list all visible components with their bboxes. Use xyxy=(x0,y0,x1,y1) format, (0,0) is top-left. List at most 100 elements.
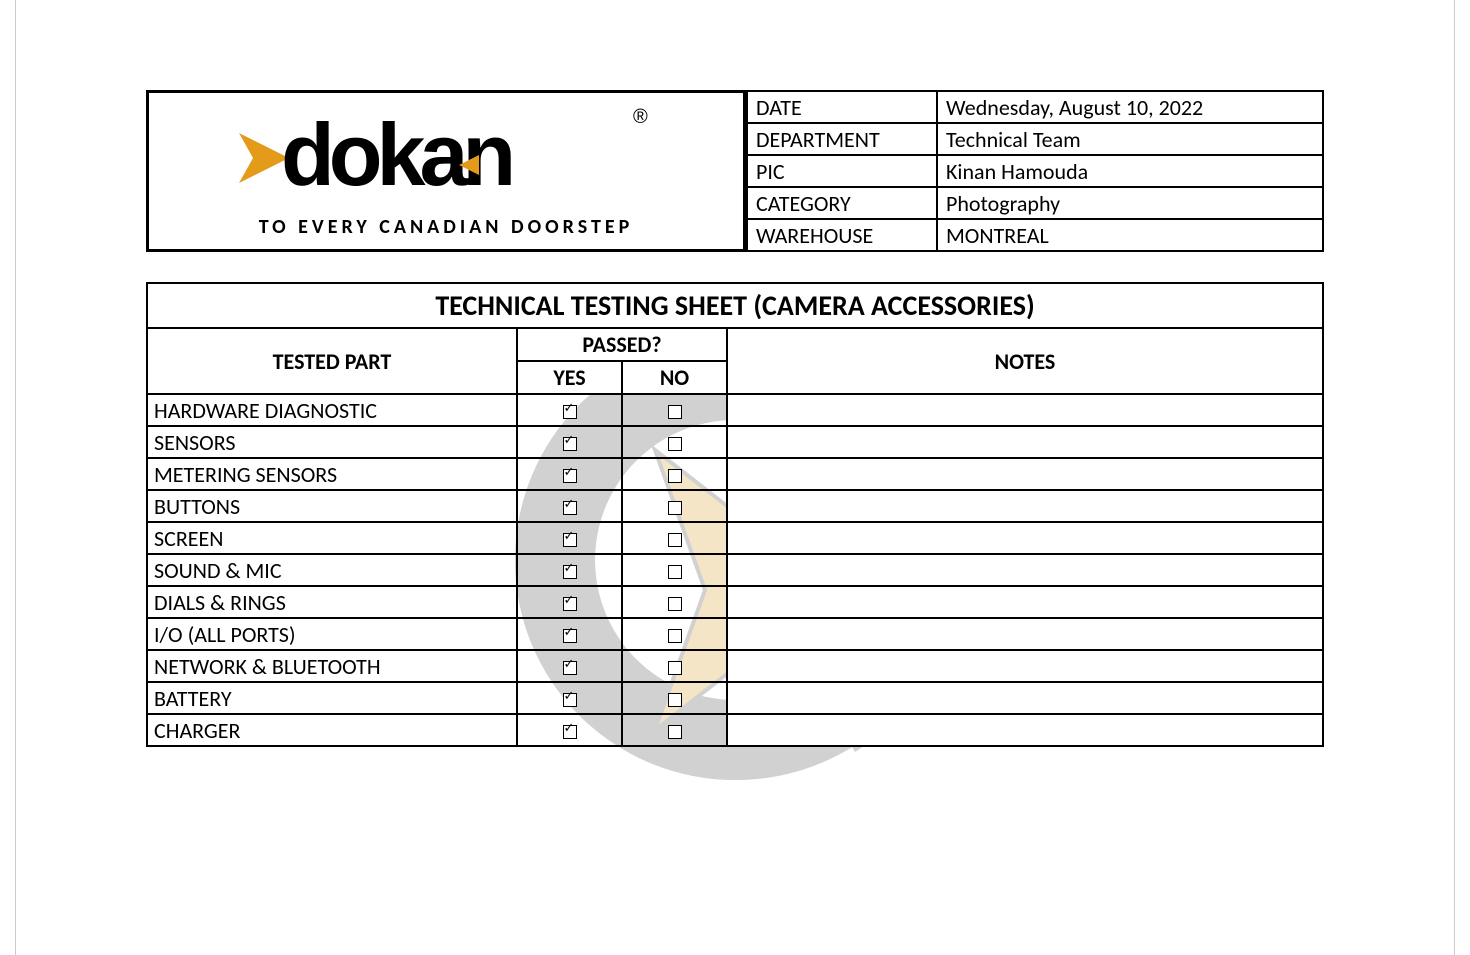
notes-cell xyxy=(727,618,1323,650)
yes-cell xyxy=(517,586,622,618)
logo-cell: dokan ® TO EVERY CANADIAN DOORSTEP xyxy=(146,90,746,252)
checkbox-yes[interactable] xyxy=(563,597,577,611)
info-row: WAREHOUSEMONTREAL xyxy=(747,219,1323,251)
info-value: Wednesday, August 10, 2022 xyxy=(937,91,1323,123)
checkbox-yes[interactable] xyxy=(563,693,577,707)
no-cell xyxy=(622,394,727,426)
table-row: SENSORS xyxy=(147,426,1323,458)
tested-part-cell: METERING SENSORS xyxy=(147,458,517,490)
tested-part-cell: BATTERY xyxy=(147,682,517,714)
tested-part-cell: SENSORS xyxy=(147,426,517,458)
checkbox-yes[interactable] xyxy=(563,725,577,739)
yes-cell xyxy=(517,458,622,490)
checkbox-no[interactable] xyxy=(668,469,682,483)
col-passed: PASSED? xyxy=(517,328,727,361)
document-header: dokan ® TO EVERY CANADIAN DOORSTEP DATEW… xyxy=(146,90,1324,252)
info-value: Technical Team xyxy=(937,123,1323,155)
info-label: WAREHOUSE xyxy=(747,219,937,251)
info-label: CATEGORY xyxy=(747,187,937,219)
info-value: Photography xyxy=(937,187,1323,219)
yes-cell xyxy=(517,394,622,426)
no-cell xyxy=(622,714,727,746)
info-label: PIC xyxy=(747,155,937,187)
checkbox-no[interactable] xyxy=(668,661,682,675)
yes-cell xyxy=(517,554,622,586)
tested-part-cell: SOUND & MIC xyxy=(147,554,517,586)
checkbox-no[interactable] xyxy=(668,597,682,611)
notes-cell xyxy=(727,554,1323,586)
svg-text:®: ® xyxy=(633,106,648,128)
checkbox-no[interactable] xyxy=(668,501,682,515)
no-cell xyxy=(622,554,727,586)
info-row: DATEWednesday, August 10, 2022 xyxy=(747,91,1323,123)
table-row: DIALS & RINGS xyxy=(147,586,1323,618)
checkbox-yes[interactable] xyxy=(563,469,577,483)
checkbox-yes[interactable] xyxy=(563,565,577,579)
col-no: NO xyxy=(622,361,727,394)
yes-cell xyxy=(517,650,622,682)
checkbox-yes[interactable] xyxy=(563,437,577,451)
testing-sheet-table: TECHNICAL TESTING SHEET (CAMERA ACCESSOR… xyxy=(146,282,1324,747)
no-cell xyxy=(622,650,727,682)
no-cell xyxy=(622,490,727,522)
col-tested-part: TESTED PART xyxy=(147,328,517,394)
tested-part-cell: BUTTONS xyxy=(147,490,517,522)
dokan-logo-icon: dokan ® xyxy=(231,103,661,213)
checkbox-no[interactable] xyxy=(668,693,682,707)
info-label: DEPARTMENT xyxy=(747,123,937,155)
table-row: SCREEN xyxy=(147,522,1323,554)
checkbox-yes[interactable] xyxy=(563,629,577,643)
notes-cell xyxy=(727,682,1323,714)
info-label: DATE xyxy=(747,91,937,123)
yes-cell xyxy=(517,618,622,650)
table-row: CHARGER xyxy=(147,714,1323,746)
no-cell xyxy=(622,682,727,714)
table-row: I/O (ALL PORTS) xyxy=(147,618,1323,650)
info-row: PICKinan Hamouda xyxy=(747,155,1323,187)
table-row: NETWORK & BLUETOOTH xyxy=(147,650,1323,682)
notes-cell xyxy=(727,650,1323,682)
checkbox-no[interactable] xyxy=(668,437,682,451)
tested-part-cell: CHARGER xyxy=(147,714,517,746)
checkbox-no[interactable] xyxy=(668,565,682,579)
info-table: DATEWednesday, August 10, 2022DEPARTMENT… xyxy=(746,90,1324,252)
checkbox-yes[interactable] xyxy=(563,533,577,547)
table-row: BATTERY xyxy=(147,682,1323,714)
logo-tagline: TO EVERY CANADIAN DOORSTEP xyxy=(259,215,634,239)
tested-part-cell: HARDWARE DIAGNOSTIC xyxy=(147,394,517,426)
info-value: MONTREAL xyxy=(937,219,1323,251)
tested-part-cell: I/O (ALL PORTS) xyxy=(147,618,517,650)
yes-cell xyxy=(517,714,622,746)
tested-part-cell: DIALS & RINGS xyxy=(147,586,517,618)
no-cell xyxy=(622,586,727,618)
no-cell xyxy=(622,522,727,554)
notes-cell xyxy=(727,394,1323,426)
notes-cell xyxy=(727,458,1323,490)
no-cell xyxy=(622,426,727,458)
checkbox-no[interactable] xyxy=(668,725,682,739)
table-row: METERING SENSORS xyxy=(147,458,1323,490)
svg-text:dokan: dokan xyxy=(281,105,511,204)
checkbox-yes[interactable] xyxy=(563,405,577,419)
notes-cell xyxy=(727,586,1323,618)
info-value: Kinan Hamouda xyxy=(937,155,1323,187)
no-cell xyxy=(622,458,727,490)
notes-cell xyxy=(727,426,1323,458)
tested-part-cell: NETWORK & BLUETOOTH xyxy=(147,650,517,682)
info-row: DEPARTMENTTechnical Team xyxy=(747,123,1323,155)
yes-cell xyxy=(517,522,622,554)
checkbox-no[interactable] xyxy=(668,533,682,547)
tested-part-cell: SCREEN xyxy=(147,522,517,554)
yes-cell xyxy=(517,682,622,714)
yes-cell xyxy=(517,490,622,522)
info-row: CATEGORYPhotography xyxy=(747,187,1323,219)
checkbox-yes[interactable] xyxy=(563,661,577,675)
notes-cell xyxy=(727,714,1323,746)
checkbox-no[interactable] xyxy=(668,405,682,419)
yes-cell xyxy=(517,426,622,458)
no-cell xyxy=(622,618,727,650)
checkbox-yes[interactable] xyxy=(563,501,577,515)
notes-cell xyxy=(727,522,1323,554)
checkbox-no[interactable] xyxy=(668,629,682,643)
table-row: BUTTONS xyxy=(147,490,1323,522)
